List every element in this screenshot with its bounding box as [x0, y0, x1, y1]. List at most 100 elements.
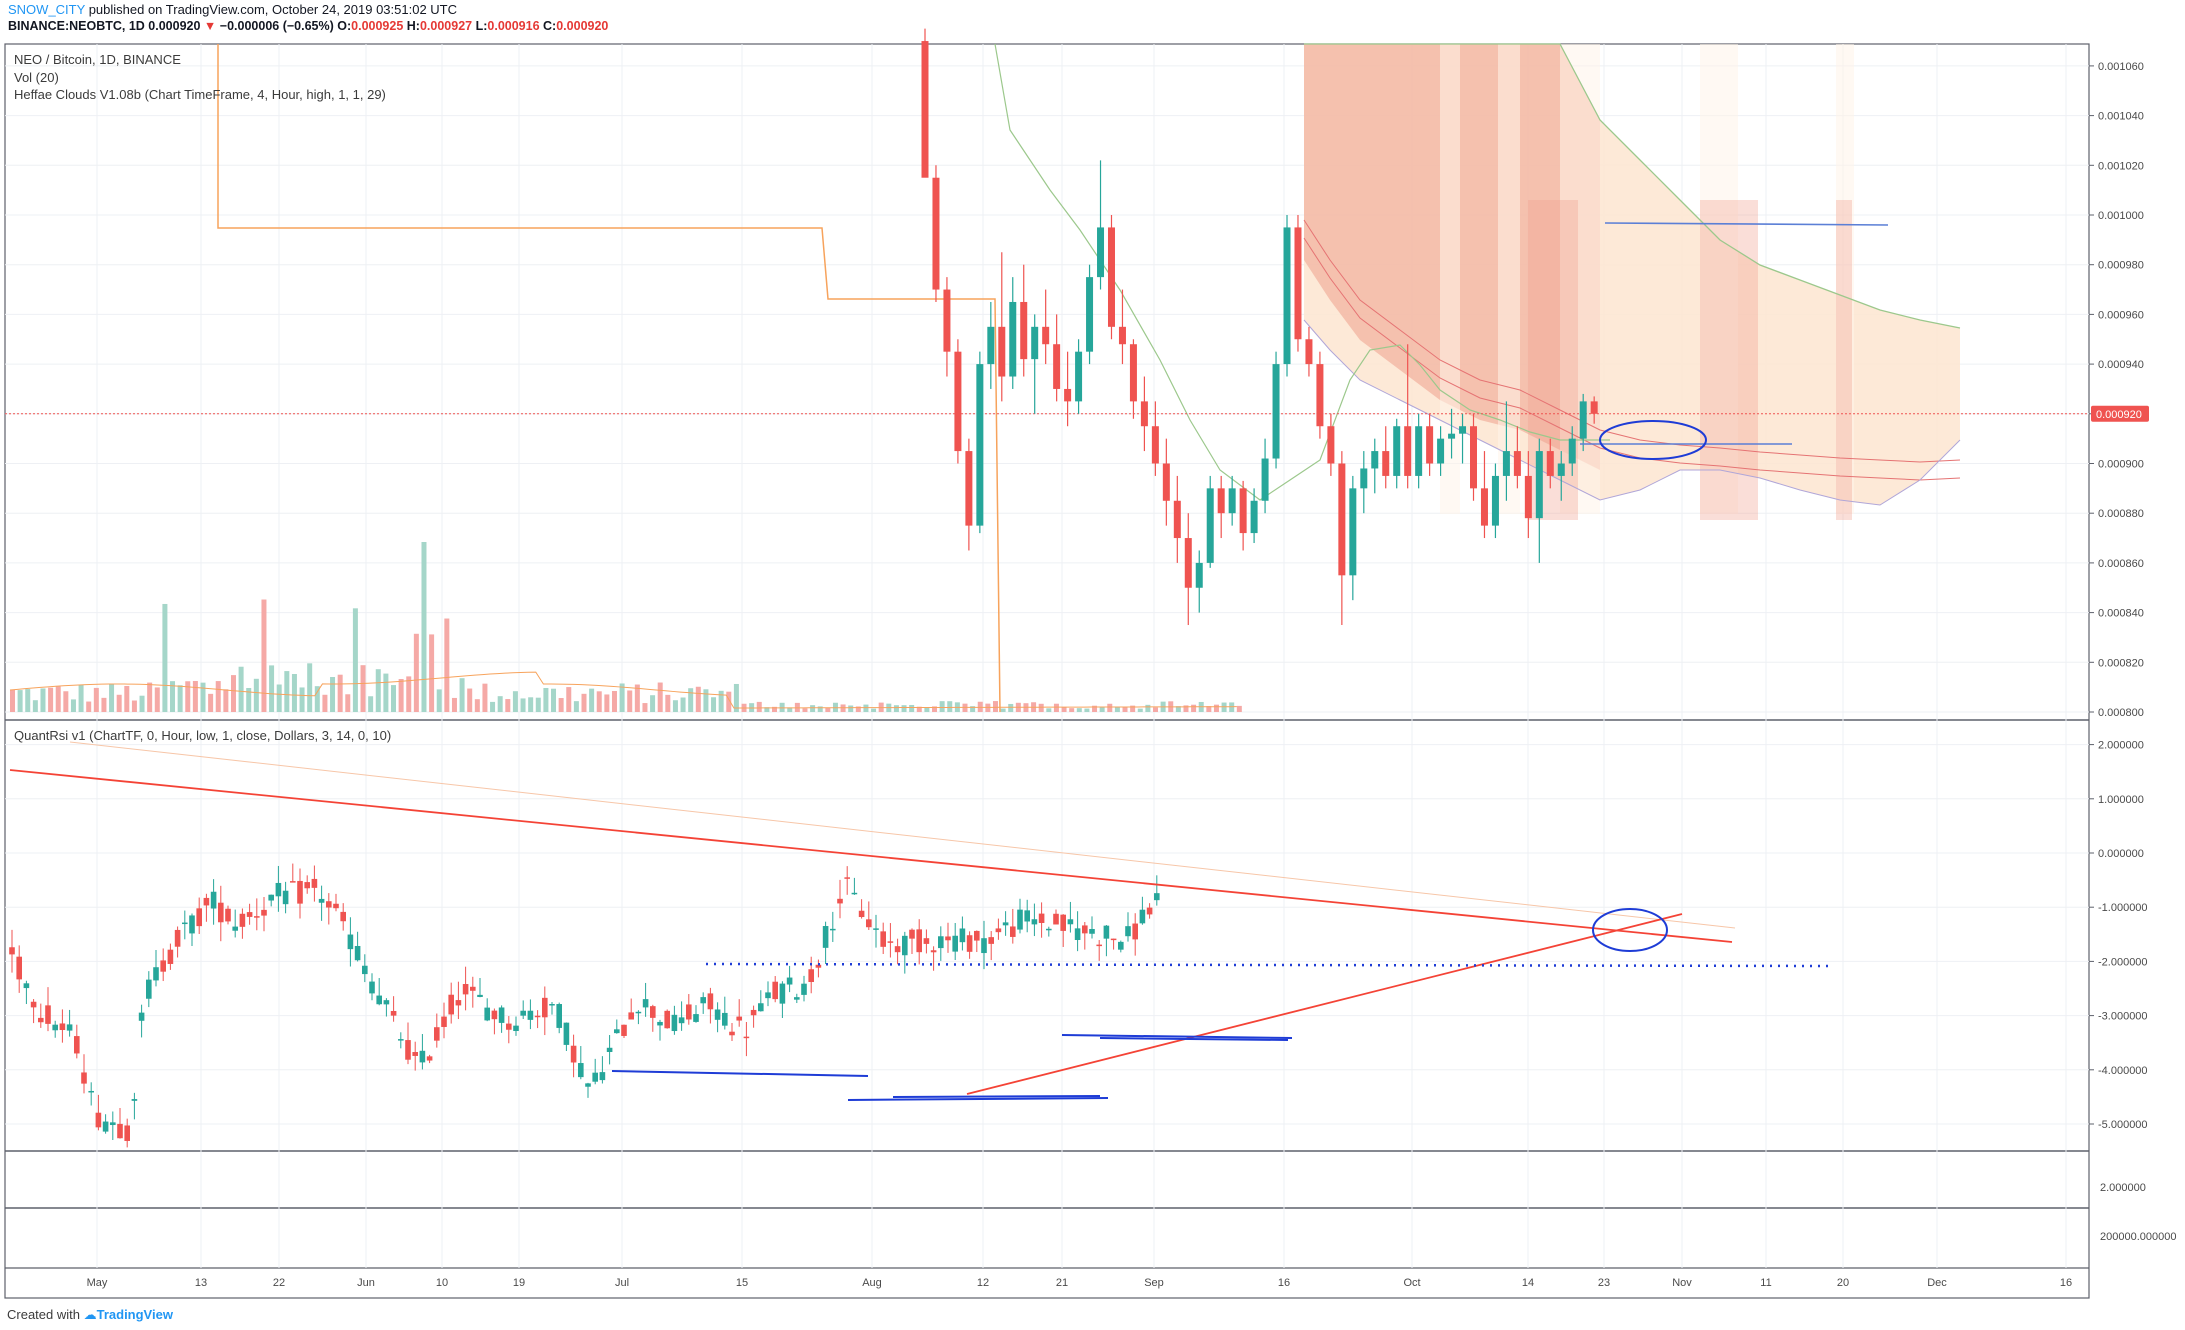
volume-bar	[490, 701, 496, 712]
volume-bar	[1069, 708, 1075, 712]
volume-bar	[284, 671, 290, 712]
rsi-candle-down	[1110, 938, 1117, 941]
volume-bar	[55, 686, 61, 712]
tradingview-brand[interactable]: TradingView	[96, 1307, 173, 1322]
rsi-candle-down	[462, 984, 469, 995]
symbol-label: BINANCE:NEOBTC, 1D	[8, 19, 145, 33]
candle-up	[1502, 451, 1510, 476]
rsi-candle-up	[1154, 893, 1160, 901]
rsi-tick-label: 0.000000	[2098, 848, 2144, 860]
candle-up	[987, 326, 995, 365]
pane3-tick-label: 2.000000	[2100, 1182, 2146, 1194]
volume-bar	[230, 675, 236, 712]
volume-bar	[619, 683, 625, 712]
rsi-candle-down	[412, 1052, 418, 1056]
candle-down	[1327, 426, 1335, 464]
rsi-candle-up	[556, 1004, 562, 1028]
volume-bar	[246, 687, 252, 712]
rsi-candle-down	[45, 1005, 51, 1024]
volume-bar	[238, 666, 244, 712]
rsi-candle-down	[930, 950, 937, 953]
candle-up	[1557, 463, 1565, 476]
rsi-candle-down	[74, 1036, 80, 1054]
volume-bar	[40, 688, 46, 712]
candle-down	[1480, 488, 1488, 526]
user-drawings[interactable]	[9, 222, 1889, 1101]
volume-bar	[573, 701, 579, 712]
rsi-candle-up	[578, 1063, 584, 1078]
rsi-downtrend-line	[9, 769, 1733, 943]
rsi-support-line	[1099, 1037, 1289, 1041]
volume-bar	[1153, 707, 1158, 712]
rsi-candle-down	[311, 878, 318, 888]
volume-bar	[63, 691, 69, 712]
change-value: −0.000006 (−0.65%)	[219, 19, 334, 33]
volume-bar	[368, 696, 374, 712]
volume-bar	[497, 696, 503, 712]
last-price: 0.000920	[148, 19, 201, 33]
publish-header: SNOW_CITY published on TradingView.com, …	[8, 2, 608, 34]
volume-bar	[223, 689, 229, 712]
volume-bar	[1092, 705, 1098, 712]
rsi-tick-label: -1.000000	[2098, 902, 2148, 914]
rsi-candle-up	[952, 935, 958, 952]
volume-bar	[848, 705, 854, 712]
candle-down	[932, 177, 940, 290]
volume-bar	[444, 618, 450, 712]
price-axis[interactable]: 0.001060 0.001040 0.001020 0.001000 0.000980…	[2089, 61, 2176, 1243]
volume-bar	[200, 682, 206, 712]
rsi-candle-down	[628, 1012, 634, 1020]
rsi-candle-up	[513, 1025, 519, 1032]
candle-down	[1305, 339, 1313, 365]
rsi-candle-down	[167, 949, 174, 964]
volume-bar	[261, 599, 267, 712]
volume-bar	[467, 688, 473, 712]
rsi-candle-up	[477, 994, 483, 997]
rsi-candle-up	[88, 1090, 94, 1093]
candle-up	[1206, 488, 1214, 563]
time-tick-label: Nov	[1672, 1277, 1692, 1289]
volume-bar	[901, 705, 907, 712]
time-tick-label: 11	[1760, 1277, 1771, 1289]
time-tick-label: Aug	[862, 1277, 882, 1289]
rsi-candle-up	[232, 926, 238, 931]
price-tick-label: 0.000820	[2098, 657, 2144, 669]
rsi-candle-down	[333, 903, 339, 909]
volume-bar	[413, 633, 419, 712]
rsi-tick-label: 1.000000	[2098, 794, 2144, 806]
rsi-candle-down	[160, 960, 166, 972]
volume-bar	[1137, 708, 1143, 712]
volume-bar	[70, 699, 76, 712]
time-axis[interactable]: May 13 22 Jun 10 19 Jul 15 Aug 12 21 Sep 16 Oct 14 23 No…	[87, 1277, 2073, 1289]
rsi-candle-up	[938, 936, 944, 949]
cloud-stripe	[1498, 44, 1520, 514]
cloud-stripe	[1836, 44, 1854, 514]
rsi-candle-down	[808, 969, 814, 983]
candle-up	[1568, 438, 1576, 464]
time-tick-label: Dec	[1927, 1277, 1947, 1289]
resistance-level-line	[1604, 222, 1889, 226]
rsi-candle-up	[520, 1010, 526, 1016]
volume-bar	[421, 542, 427, 712]
volume-bar	[429, 634, 435, 712]
volume-bar	[1000, 708, 1006, 712]
candle-down	[1064, 388, 1072, 402]
volume-bar	[992, 701, 998, 712]
rsi-candle-down	[38, 1017, 44, 1023]
candle-down	[1470, 426, 1477, 489]
rsi-candle-up	[52, 1024, 58, 1031]
volume-bar	[147, 682, 153, 712]
rsi-candle-down	[30, 1001, 37, 1008]
rsi-candle-down	[729, 1031, 735, 1036]
volume-bar	[505, 699, 511, 712]
time-tick-label: 15	[736, 1277, 748, 1289]
volume-bar	[93, 687, 99, 712]
candle-down	[1294, 227, 1302, 340]
price-tick-label: 0.000860	[2098, 558, 2144, 570]
rsi-candle-up	[714, 1009, 721, 1020]
volume-bar	[1053, 703, 1059, 712]
rsi-candle-up	[700, 997, 706, 1004]
author-link[interactable]: SNOW_CITY	[8, 2, 86, 17]
volume-bar	[924, 707, 930, 712]
